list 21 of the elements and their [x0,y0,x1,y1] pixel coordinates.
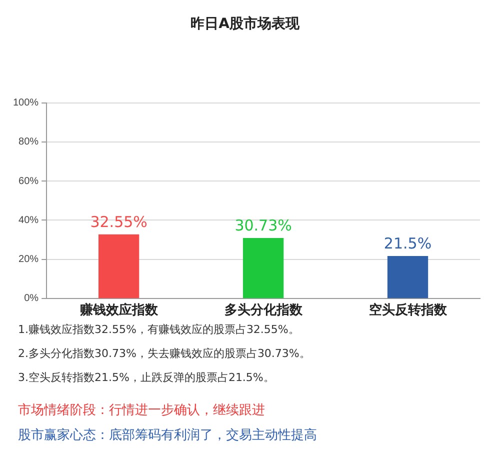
bar [387,256,428,298]
y-tick-label: 0% [24,293,39,304]
data-label: 30.73% [234,216,292,235]
bar [98,234,140,298]
x-tick-label: 多头分化指数 [224,302,304,317]
bar [242,238,284,298]
text: 2.多头分化指数30.73%，失去赚钱效应的股票占30.73%。 [18,346,312,361]
y-tick-label: 100% [13,98,39,109]
y-tick-label: 80% [18,136,39,148]
text: 3.空头反转指数21.5%，止跌反弹的股票占21.5%。 [18,370,276,385]
text: 股市赢家心态：底部筹码有利润了，交易主动性提高 [18,427,318,444]
chart-title: 昨日A股市场表现 [190,15,300,32]
y-tick-label: 40% [18,214,39,226]
y-tick-label: 60% [18,176,39,187]
data-label: 21.5% [384,234,432,253]
y-tick-label: 20% [18,254,39,266]
x-tick-label: 赚钱效应指数 [78,302,159,317]
x-tick-label: 空头反转指数 [368,302,448,317]
text: 市场情绪阶段：行情进一步确认，继续跟进 [18,402,266,419]
data-label: 32.55% [90,213,148,232]
text: 1.赚钱效应指数32.55%，有赚钱效应的股票占32.55%。 [18,322,300,337]
